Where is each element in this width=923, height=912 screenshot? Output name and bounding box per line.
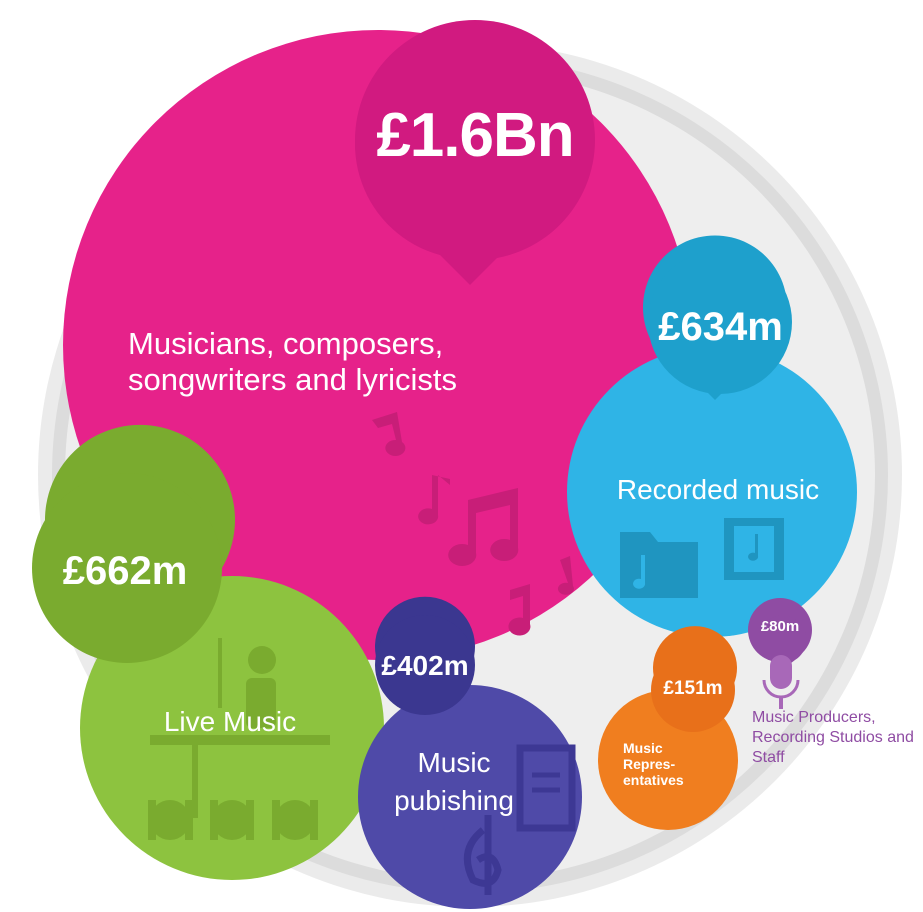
- musicians-badge-circle: [355, 20, 595, 260]
- music-file-icon: [724, 518, 784, 580]
- representatives-badge-circle: [651, 648, 735, 732]
- recorded-label: Recorded music: [616, 474, 820, 505]
- live-value: £662m: [62, 549, 188, 593]
- document-icon: [516, 744, 576, 832]
- publishing-badge-circle: [375, 615, 475, 715]
- musicians-label: Musicians, composers, songwriters and ly…: [128, 326, 458, 397]
- musicians-value: £1.6Bn: [376, 101, 574, 170]
- music-note-icon: [372, 412, 574, 636]
- publishing-value: £402m: [381, 650, 469, 681]
- recorded-value: £634m: [658, 305, 783, 349]
- representatives-label: Music Repres-entatives: [623, 740, 684, 789]
- producers-label: Music Producers, Recording Studios and S…: [752, 709, 914, 766]
- crowd-icon: [148, 800, 318, 840]
- representatives-value: £151m: [663, 678, 723, 699]
- publishing-label: Music pubishing: [394, 747, 514, 816]
- producers-value: £80m: [760, 618, 800, 635]
- microphone-icon: [762, 655, 800, 709]
- live-badge-circle: [32, 473, 222, 663]
- treble-clef-icon: [463, 815, 502, 895]
- publishing-circle: [358, 685, 582, 909]
- producers-badge: [758, 615, 807, 670]
- guitarist-icon: [150, 638, 330, 818]
- recorded-badge-circle: [648, 250, 792, 394]
- live-label: Live Music: [163, 706, 297, 737]
